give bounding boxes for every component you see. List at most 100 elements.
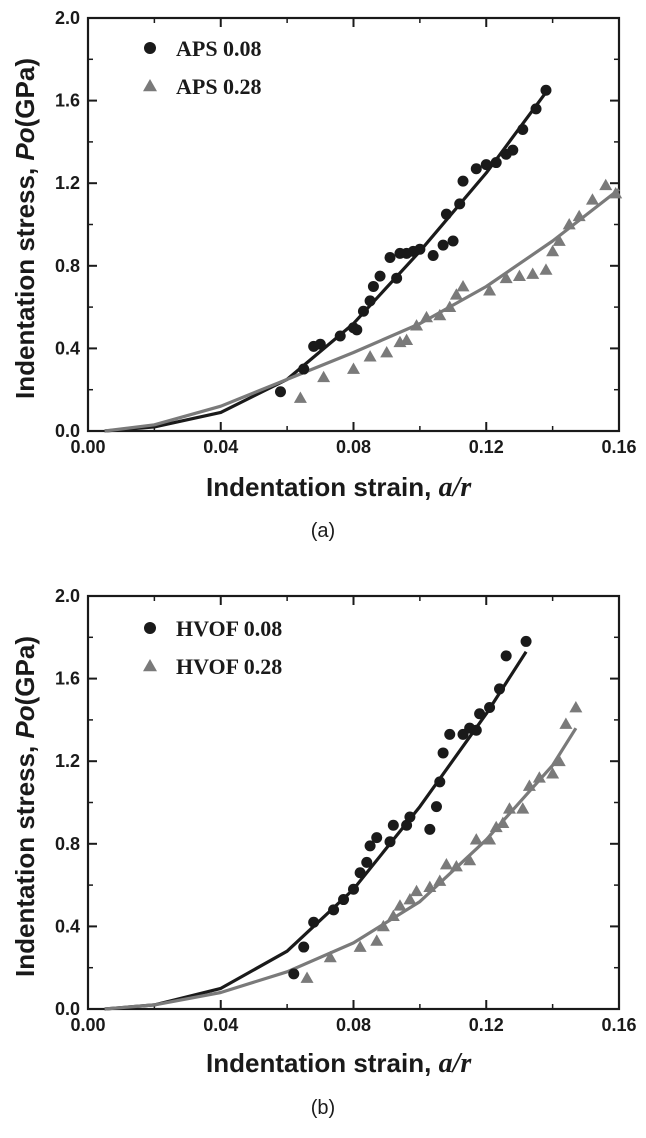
y-tick-label: 0.8 <box>55 834 80 854</box>
data-point-circle <box>474 708 486 720</box>
legend-label: APS 0.08 <box>176 36 262 61</box>
x-tick-label: 0.00 <box>70 437 105 457</box>
data-point-triangle <box>585 193 599 205</box>
y-axis-label: Indentation stress, Po(GPa) <box>10 58 40 399</box>
y-tick-label: 0.8 <box>55 256 80 276</box>
data-point-circle <box>357 305 369 317</box>
data-point-triangle <box>323 950 337 963</box>
x-axis-label: Indentation strain, a/r <box>206 1048 472 1079</box>
data-point-circle <box>540 84 552 96</box>
data-point-circle <box>444 728 456 740</box>
data-point-circle <box>387 819 399 831</box>
x-axis-label-variable: a/r <box>439 472 473 503</box>
x-axis-label-variable: a/r <box>439 1048 473 1079</box>
legend-marker-triangle <box>143 659 157 672</box>
x-tick-label: 0.12 <box>469 1015 504 1035</box>
y-axis-label-text: Indentation stress, <box>10 161 40 399</box>
legend-marker-circle <box>144 622 156 634</box>
y-axis-label-unit: (GPa) <box>10 58 40 127</box>
data-point-circle <box>427 249 439 261</box>
data-point-triangle <box>499 271 513 284</box>
data-point-circle <box>328 904 340 916</box>
data-point-circle <box>374 270 386 282</box>
data-point-circle <box>437 239 449 251</box>
y-tick-label: 2.0 <box>55 8 80 28</box>
data-point-triangle <box>433 874 447 886</box>
data-point-circle <box>424 823 436 835</box>
legend-marker-circle <box>144 42 156 54</box>
data-point-triangle <box>539 263 553 275</box>
data-point-triangle <box>552 234 566 246</box>
data-point-circle <box>354 867 366 879</box>
data-point-circle <box>480 159 492 171</box>
data-point-triangle <box>439 857 453 870</box>
legend-marker-triangle <box>143 79 157 92</box>
data-point-circle <box>351 324 363 336</box>
y-tick-label: 2.0 <box>55 586 80 606</box>
data-point-triangle <box>572 209 586 222</box>
data-point-circle <box>437 747 449 759</box>
data-point-circle <box>288 968 300 980</box>
data-point-triangle <box>599 178 613 191</box>
x-axis-label-text: Indentation strain, <box>206 472 439 502</box>
y-tick-label: 1.2 <box>55 751 80 771</box>
panel-label: (a) <box>311 520 335 542</box>
data-point-circle <box>384 836 396 848</box>
data-point-triangle <box>449 288 463 300</box>
data-point-triangle <box>532 771 546 783</box>
x-axis-label: Indentation strain, a/r <box>206 472 472 503</box>
data-point-circle <box>364 295 376 307</box>
x-tick-label: 0.16 <box>601 1015 636 1035</box>
data-point-circle <box>470 724 482 736</box>
x-tick-label: 0.08 <box>336 437 371 457</box>
y-axis-label: Indentation stress, Po(GPa) <box>10 636 40 977</box>
data-point-triangle <box>483 284 497 296</box>
data-point-circle <box>500 650 512 662</box>
data-point-triangle <box>496 816 510 829</box>
y-tick-label: 0.4 <box>55 338 80 358</box>
data-point-circle <box>447 235 459 247</box>
data-point-circle <box>484 702 496 714</box>
data-point-triangle <box>443 300 457 312</box>
chart-1: 0.00 0.04 0.08 0.12 0.16 0.0 0.4 0.8 1.2 1.6 2.0 HV… <box>10 586 637 1119</box>
data-point-circle <box>440 208 452 220</box>
data-point-triangle <box>449 860 463 872</box>
y-axis-label-variable: Po <box>10 705 40 738</box>
y-axis-label-text: Indentation stress, <box>10 739 40 977</box>
data-point-circle <box>384 252 396 264</box>
data-point-circle <box>314 338 326 350</box>
data-point-triangle <box>410 319 424 331</box>
x-tick-label: 0.08 <box>336 1015 371 1035</box>
data-point-triangle <box>526 267 540 279</box>
data-point-circle <box>507 144 519 156</box>
y-tick-label: 1.2 <box>55 173 80 193</box>
data-point-circle <box>494 683 506 695</box>
data-point-triangle <box>502 802 516 814</box>
data-point-circle <box>361 856 373 868</box>
data-point-triangle <box>456 279 470 292</box>
panel-label: (b) <box>311 1097 335 1119</box>
y-tick-label: 0.0 <box>55 421 80 441</box>
data-point-triangle <box>423 880 437 893</box>
legend-label: HVOF 0.28 <box>176 654 282 679</box>
data-point-triangle <box>347 362 360 374</box>
fit-curve-aps-0.28 <box>104 188 620 433</box>
data-point-triangle <box>293 391 307 403</box>
data-point-triangle <box>569 701 583 713</box>
data-point-triangle <box>300 971 314 983</box>
data-point-triangle <box>376 919 390 932</box>
y-tick-label: 1.6 <box>55 669 80 689</box>
x-tick-label: 0.00 <box>70 1015 105 1035</box>
x-tick-label: 0.16 <box>601 437 636 457</box>
data-point-triangle <box>489 820 503 833</box>
data-point-circle <box>404 811 416 823</box>
data-point-triangle <box>317 370 331 383</box>
data-point-circle <box>298 363 310 375</box>
data-point-circle <box>490 157 502 169</box>
y-axis-label-variable: Po <box>10 127 40 160</box>
data-point-triangle <box>393 899 407 911</box>
data-point-circle <box>414 243 426 255</box>
data-point-circle <box>530 103 542 115</box>
data-point-triangle <box>609 187 623 199</box>
data-point-circle <box>334 330 346 342</box>
